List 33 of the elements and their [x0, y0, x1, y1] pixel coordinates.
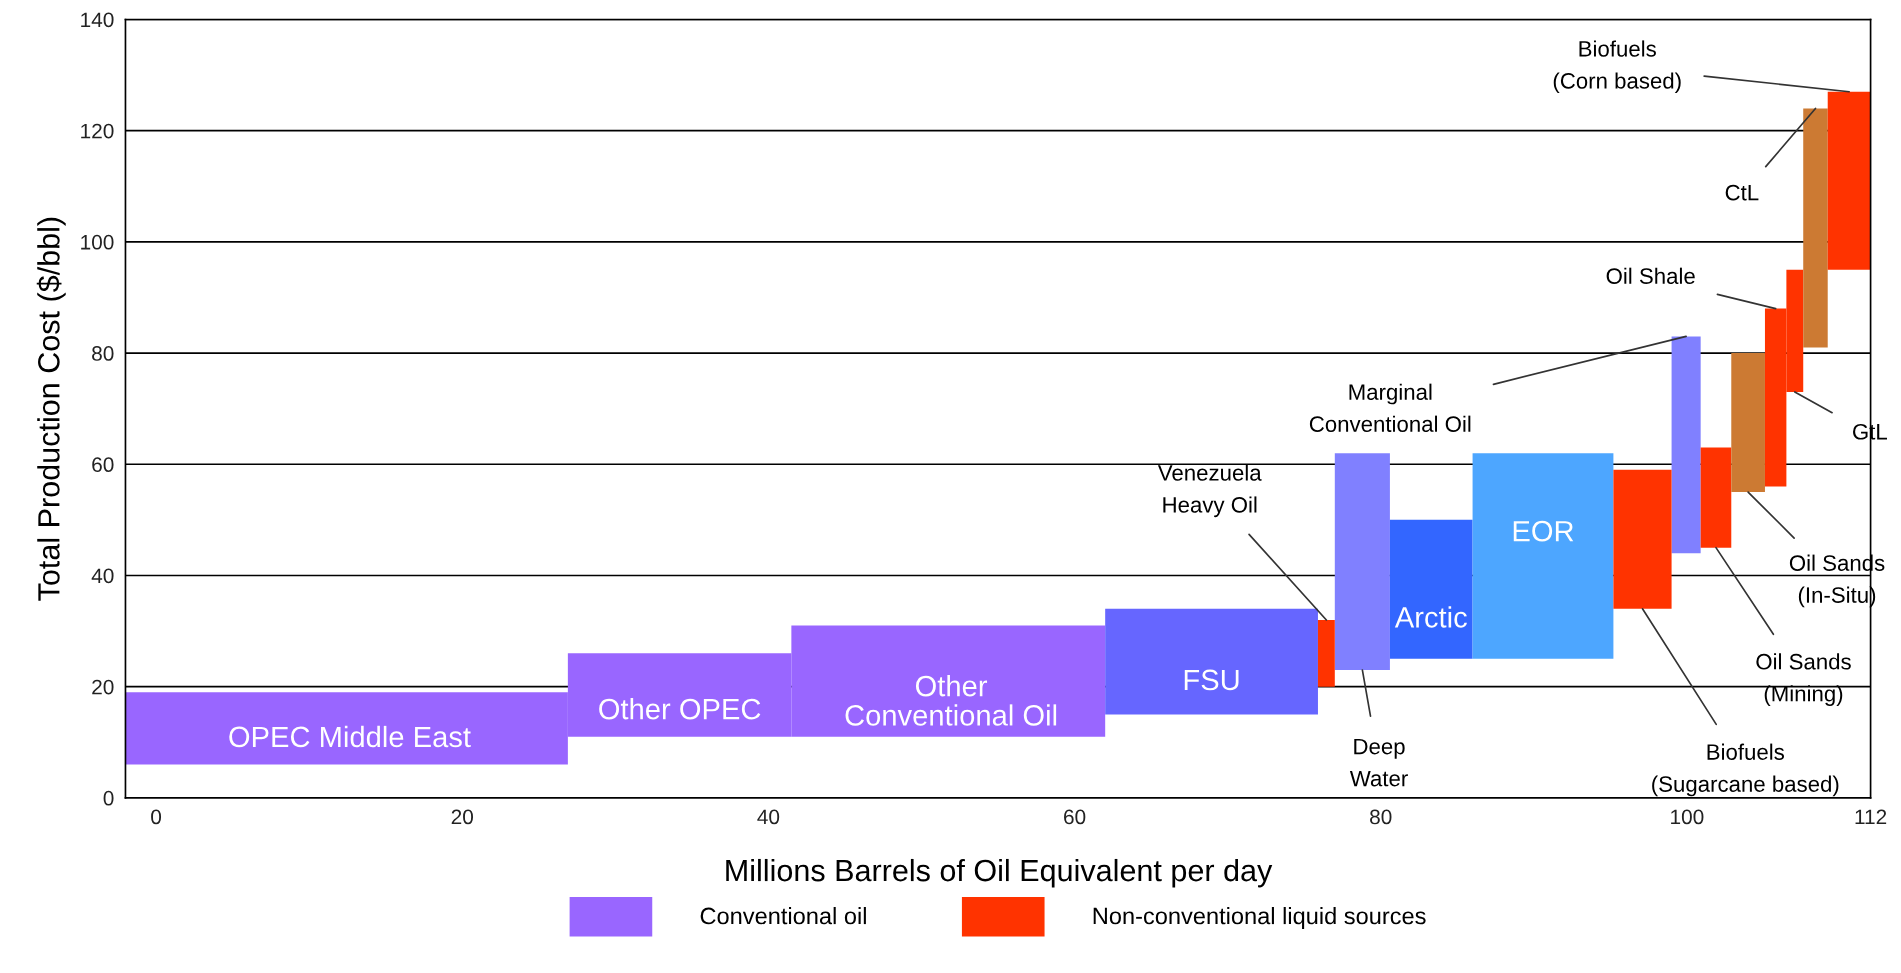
annotation: FSU	[1184, 669, 1239, 691]
annotation: CtL	[1725, 184, 1759, 201]
x-tick-label: 100	[1671, 809, 1704, 825]
legend-label: Non-conventional liquid sources	[1093, 906, 1426, 929]
x-tick-label: 80	[1370, 809, 1392, 825]
x-axis-title: Millions Barrels of Oil Equivalent per day	[726, 858, 1273, 888]
x-tick-label: 20	[451, 809, 474, 825]
annotation: Other OPEC	[599, 698, 761, 720]
x-tick-label: 60	[1064, 809, 1086, 825]
x-tick-label: 40	[757, 809, 780, 825]
annotation: Other Conventional Oil	[845, 675, 1057, 726]
annotation: Venezuela Heavy Oil	[1157, 464, 1262, 518]
annotation: Marginal Conventional Oil	[1309, 383, 1471, 432]
annotation: OPEC Middle East	[229, 725, 471, 748]
y-tick-label: 60	[92, 457, 114, 473]
y-tick-label: 100	[81, 234, 114, 250]
annotation: Oil Sands (Mining)	[1756, 653, 1851, 706]
y-tick-label: 140	[81, 12, 114, 28]
y-tick-label: 0	[103, 790, 114, 806]
y-tick-label: 40	[91, 568, 114, 584]
y-tick-label: 20	[92, 679, 114, 695]
y-tick-label: 120	[81, 123, 114, 139]
y-tick-label: 80	[92, 346, 114, 361]
annotation: Deep Water	[1349, 738, 1408, 787]
annotation: EOR	[1513, 520, 1574, 542]
x-tick-label: 112	[1855, 809, 1887, 825]
annotation: Oil Shale	[1606, 267, 1695, 284]
x-tick-label: 0	[151, 809, 162, 825]
annotation: Arctic	[1394, 606, 1467, 628]
legend-label: Conventional oil	[700, 906, 866, 925]
y-axis-title: Total Production Cost ($/bbl)	[36, 217, 66, 601]
annotation: Biofuels (Corn based)	[1553, 40, 1681, 94]
annotation: Biofuels (Sugarcane based)	[1652, 743, 1839, 797]
